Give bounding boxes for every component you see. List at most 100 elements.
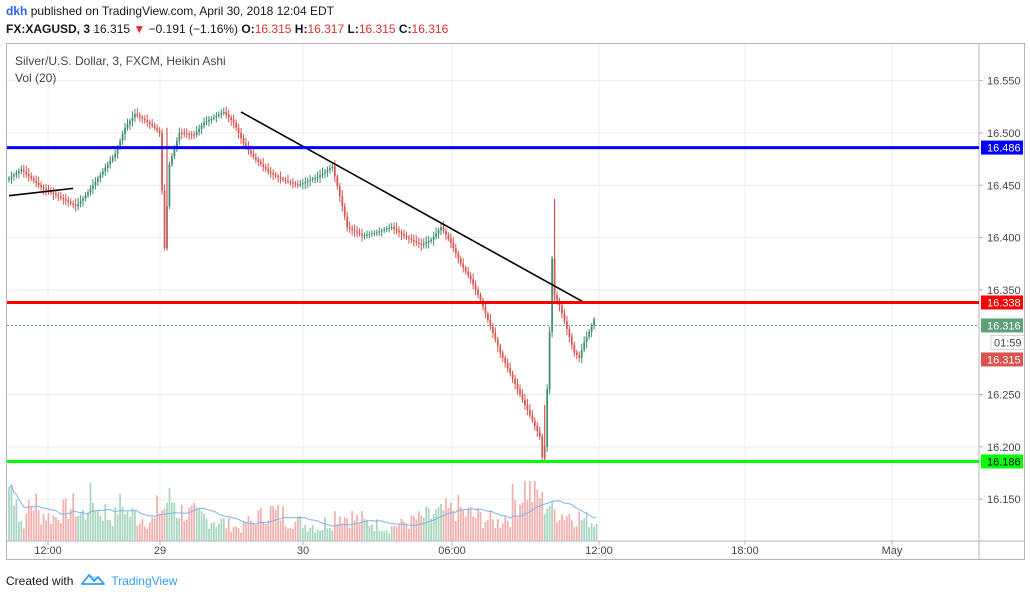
published-text: published on TradingView.com, April 30, … — [30, 4, 334, 18]
volume-bar — [516, 517, 519, 541]
volume-bar — [348, 527, 351, 541]
x-tick-label: 12:00 — [585, 545, 613, 557]
volume-bar — [111, 525, 114, 541]
candle-body — [99, 174, 102, 179]
volume-bar — [267, 520, 270, 541]
high-value: 16.317 — [307, 22, 345, 36]
volume-bar — [422, 517, 425, 541]
volume-bar — [309, 528, 312, 541]
candle-body — [32, 178, 35, 181]
volume-bar — [395, 526, 398, 541]
volume-bar — [403, 521, 405, 541]
candle-body — [398, 230, 400, 233]
volume-bar — [482, 528, 484, 541]
volume-bar — [343, 517, 346, 541]
candle-body — [30, 176, 33, 179]
price-chart[interactable]: 12:00 29 30 06:00 12:00 18:00 May 16.550 16.500 1… — [7, 44, 1024, 559]
candle-body — [321, 173, 324, 176]
volume-bar — [368, 526, 371, 541]
volume-bar — [257, 510, 260, 541]
volume-bar — [457, 494, 460, 541]
candle-body — [178, 132, 181, 141]
candle-body — [141, 117, 144, 119]
volume-bar — [531, 502, 534, 541]
volume-bar — [230, 531, 233, 541]
volume-bar — [131, 507, 134, 541]
candle-body — [568, 329, 571, 337]
chart-frame[interactable]: 12:00 29 30 06:00 12:00 18:00 May 16.550 16.500 1… — [6, 43, 1025, 560]
candle-body — [445, 231, 447, 235]
volume-bar — [358, 522, 361, 541]
volume-bar — [563, 520, 566, 541]
volume-ma-line — [8, 485, 597, 527]
volume-bar — [430, 518, 432, 541]
candle-body — [333, 166, 336, 177]
candle-body — [501, 352, 504, 358]
volume-bar — [501, 523, 504, 541]
x-tick-label: 29 — [154, 545, 166, 557]
tradingview-brand[interactable]: TradingView — [111, 573, 178, 588]
candle-body — [580, 350, 583, 358]
candle-body — [393, 227, 395, 229]
volume-bar — [289, 527, 292, 541]
candle-body — [338, 186, 341, 197]
candle-body — [208, 119, 210, 122]
volume-bar — [321, 529, 324, 541]
volume-bar — [106, 519, 109, 541]
volume-bar — [27, 500, 30, 541]
volume-bar — [225, 528, 228, 541]
volume-bar — [316, 529, 319, 541]
candle-body — [395, 228, 398, 231]
candle-body — [10, 176, 13, 179]
candle-body — [116, 147, 119, 154]
candle-body — [279, 177, 282, 179]
candle-body — [210, 118, 213, 120]
candle-body — [50, 191, 52, 193]
volume-bar — [383, 531, 386, 541]
volume-bar — [380, 531, 383, 541]
volume-bar — [232, 526, 235, 541]
candle-body — [472, 279, 474, 285]
volume-bar — [57, 519, 60, 541]
author-name[interactable]: dkh — [6, 4, 28, 18]
candle-body — [514, 378, 516, 385]
volume-bar — [533, 481, 536, 541]
candle-body — [450, 238, 452, 243]
y-tick-label: 16.200 — [987, 442, 1021, 454]
candle-body — [121, 134, 124, 141]
volume-bar — [222, 518, 225, 541]
candle-body — [146, 120, 149, 123]
candle-body — [452, 242, 455, 249]
volume-bar — [314, 532, 316, 541]
candle-body — [287, 180, 289, 182]
volume-bar — [15, 499, 18, 541]
volume-bar — [126, 511, 129, 541]
volume-bar — [346, 518, 349, 541]
level-price-tag — [981, 295, 1023, 310]
tradingview-logo-icon[interactable] — [81, 572, 106, 589]
volume-bar — [570, 520, 573, 541]
candle-body — [415, 241, 418, 243]
candle-body — [97, 178, 99, 182]
candle-body — [158, 130, 161, 133]
candle-body — [138, 115, 141, 118]
volume-bar — [336, 524, 339, 541]
volume-bar — [282, 505, 284, 541]
volume-bar — [496, 519, 499, 541]
volume-bar — [373, 530, 376, 541]
candle-body — [556, 295, 558, 301]
volume-bar — [511, 483, 514, 541]
candle-body — [136, 114, 139, 116]
volume-bar — [242, 521, 245, 541]
volume-bar — [331, 530, 334, 541]
volume-bar — [595, 523, 598, 541]
volume-bar — [42, 514, 45, 541]
volume-bar — [479, 511, 482, 541]
volume-bar — [74, 516, 77, 541]
volume-bar — [311, 524, 314, 541]
candle-body — [469, 275, 472, 280]
candle-body — [378, 231, 381, 233]
volume-bar — [294, 521, 297, 541]
level-price-tag — [981, 140, 1023, 155]
volume-bar — [208, 528, 210, 541]
